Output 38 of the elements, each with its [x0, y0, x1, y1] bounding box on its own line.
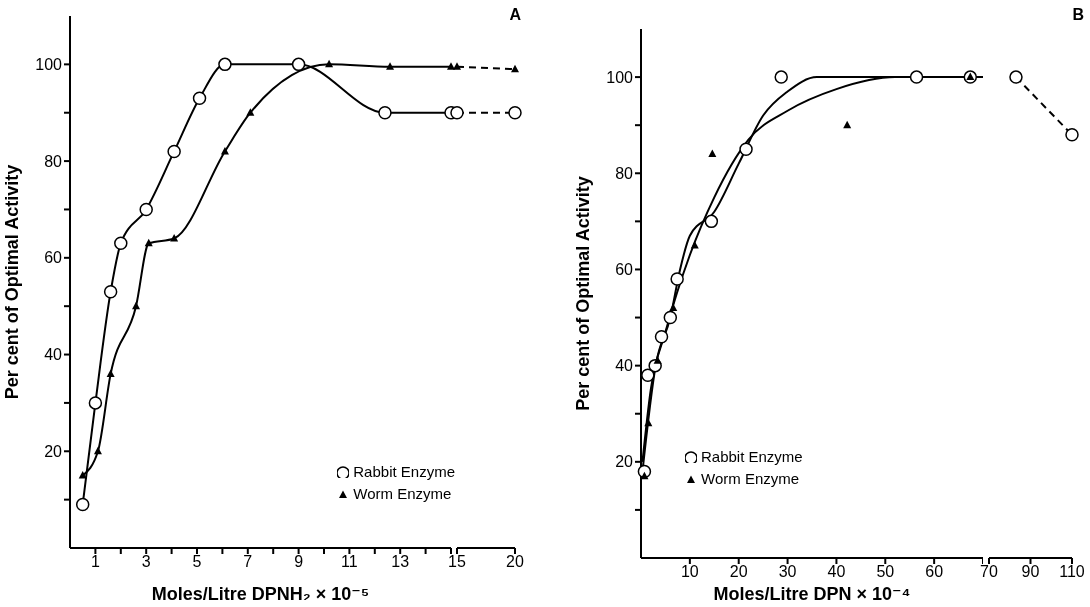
x-tick-label: 40 — [827, 563, 846, 581]
x-tick-label: 30 — [778, 563, 797, 581]
x-tick-label: 13 — [391, 553, 410, 571]
y-tick-label: 60 — [44, 249, 63, 267]
x-tick-label: 7 — [243, 553, 253, 571]
x-tick-label: 90 — [1021, 563, 1040, 581]
x-tick-label: 60 — [925, 563, 944, 581]
x-tick-label: 5 — [192, 553, 202, 571]
x-tick-label: 15 — [448, 553, 466, 571]
y-tick-label: 20 — [615, 453, 634, 471]
y-tick-label: 80 — [44, 152, 63, 170]
x-tick-label: 20 — [729, 563, 748, 581]
y-tick-label: 20 — [44, 442, 63, 460]
x-tick-label: 3 — [141, 553, 151, 571]
legend-label: Worm Enzyme — [701, 469, 800, 489]
y-tick-label: 100 — [35, 56, 63, 74]
chart-title: A — [509, 6, 521, 24]
x-tick-label: 110 — [1059, 563, 1085, 581]
y-tick-label: 80 — [615, 164, 634, 182]
x-tick-label: 1 — [90, 553, 100, 571]
chart-title: B — [1072, 6, 1084, 24]
legend-label: Rabbit Enzyme — [701, 447, 803, 467]
x-axis-title: Moles/Litre DPNH₂ × 10⁻⁵ — [151, 584, 370, 604]
y-tick-label: 60 — [615, 261, 634, 279]
y-tick-label: 100 — [606, 68, 634, 86]
x-tick-label: 9 — [294, 553, 304, 571]
x-tick-label: 20 — [506, 553, 524, 571]
y-axis-title: Per cent of Optimal Activity — [2, 164, 23, 400]
y-tick-label: 40 — [615, 357, 634, 375]
x-tick-label: 11 — [341, 553, 358, 571]
x-tick-label: 10 — [680, 563, 699, 581]
y-tick-label: 40 — [44, 346, 63, 364]
x-tick-label: 70 — [980, 563, 998, 581]
x-tick-label: 50 — [876, 563, 895, 581]
legend-label: Rabbit Enzyme — [353, 462, 455, 482]
legend-label: Worm Enzyme — [353, 484, 452, 504]
x-axis-title: Moles/Litre DPN × 10⁻⁴ — [713, 584, 911, 604]
y-axis-title: Per cent of Optimal Activity — [573, 176, 594, 411]
